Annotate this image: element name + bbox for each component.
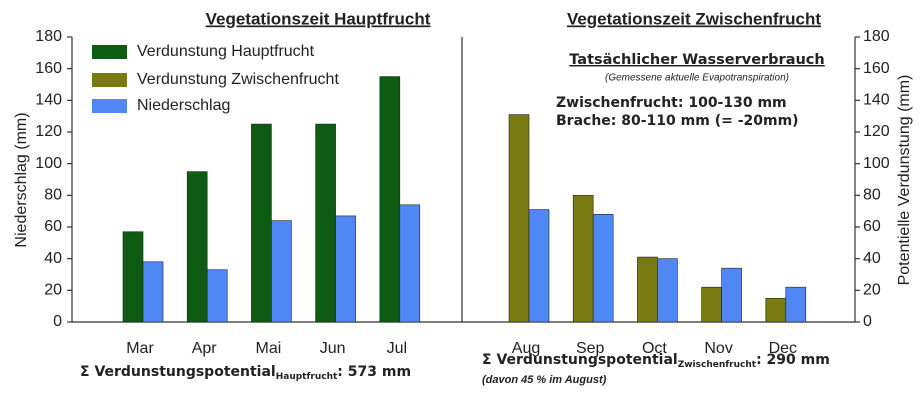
- footnote-value: : 573 mm: [337, 364, 411, 380]
- footnote-text: Σ Verdunstungspotential: [482, 352, 678, 368]
- y-axis-label: Niederschlag (mm): [13, 112, 30, 247]
- x-tick-label: Mar: [126, 340, 154, 357]
- y2-tick-label: 120: [863, 123, 890, 140]
- y-tick-label: 180: [35, 28, 62, 45]
- bar: [122, 231, 144, 323]
- x-tick-label: Aug: [512, 340, 540, 357]
- y2-tick-label: 100: [863, 155, 890, 172]
- legend-swatch: [92, 99, 127, 113]
- bar: [399, 204, 421, 323]
- bar: [657, 258, 678, 323]
- x-tick-label: Jun: [320, 340, 346, 357]
- x-tick-label: Apr: [192, 340, 218, 357]
- bar: [592, 214, 614, 323]
- footnote-text: Σ Verdunstungspotential: [80, 364, 276, 380]
- bar: [572, 195, 594, 323]
- legend-label: Niederschlag: [137, 97, 230, 114]
- y-tick-label: 80: [44, 187, 62, 204]
- bar: [206, 269, 228, 323]
- y2-tick-label: 160: [863, 60, 890, 77]
- legend-label: Verdunstung Hauptfrucht: [137, 43, 315, 60]
- y-tick-label: 100: [35, 155, 62, 172]
- legend-swatch: [92, 45, 127, 59]
- bar: [765, 297, 787, 323]
- footnote-value: : 290 mm: [756, 352, 830, 368]
- y-tick-label: 20: [44, 282, 62, 299]
- y-tick-label: 0: [53, 313, 62, 330]
- y-tick-label: 40: [44, 250, 62, 267]
- footnote-note: (davon 45 % im August): [482, 374, 607, 386]
- legend-label: Verdunstung Zwischenfrucht: [137, 71, 339, 88]
- y2-tick-label: 140: [863, 92, 890, 109]
- bar: [379, 76, 401, 323]
- bar: [701, 286, 722, 323]
- footnote-sub: Zwischenfrucht: [678, 360, 757, 370]
- y2-tick-label: 60: [863, 218, 881, 235]
- bar: [186, 171, 208, 323]
- x-tick-label: Dec: [769, 340, 797, 357]
- panel-title: Vegetationszeit Hauptfrucht: [206, 9, 431, 28]
- bar: [508, 114, 530, 323]
- legend-swatch: [92, 73, 127, 87]
- y2-tick-label: 40: [863, 250, 881, 267]
- bar: [335, 215, 356, 323]
- x-tick-label: Sep: [576, 340, 605, 357]
- info-line: Brache: 80-110 mm (= -20mm): [556, 113, 799, 129]
- footnote: Σ VerdunstungspotentialZwischenfrucht: 2…: [482, 352, 830, 370]
- x-tick-label: Oct: [642, 340, 667, 357]
- bar: [315, 123, 336, 323]
- x-tick-label: Jul: [387, 340, 407, 357]
- footnote: Σ VerdunstungspotentialHauptfrucht: 573 …: [80, 364, 411, 382]
- bar: [142, 261, 164, 323]
- y2-axis-label: Potentielle Verdunstung (mm): [896, 75, 913, 286]
- bar: [271, 220, 292, 323]
- bar: [251, 123, 272, 323]
- y-tick-label: 140: [35, 92, 62, 109]
- y-tick-label: 160: [35, 60, 62, 77]
- y2-tick-label: 0: [863, 313, 872, 330]
- y2-tick-label: 180: [863, 28, 890, 45]
- x-tick-label: Mai: [256, 340, 282, 357]
- x-tick-label: Nov: [704, 340, 732, 357]
- y2-tick-label: 20: [863, 282, 881, 299]
- info-subtitle: (Gemessene aktuelle Evapotranspiration): [605, 73, 789, 84]
- y-tick-label: 60: [44, 218, 62, 235]
- bar: [721, 267, 742, 323]
- panel-title: Vegetationszeit Zwischenfrucht: [567, 9, 821, 28]
- info-box: [548, 42, 845, 135]
- footnote-sub: Hauptfrucht: [276, 372, 338, 382]
- bar: [637, 256, 658, 323]
- info-line: Zwischenfrucht: 100-130 mm: [556, 95, 787, 111]
- bar: [528, 209, 550, 323]
- bar: [785, 286, 807, 323]
- y-tick-label: 120: [35, 123, 62, 140]
- y2-tick-label: 80: [863, 187, 881, 204]
- info-title: Tatsächlicher Wasserverbrauch: [569, 52, 824, 68]
